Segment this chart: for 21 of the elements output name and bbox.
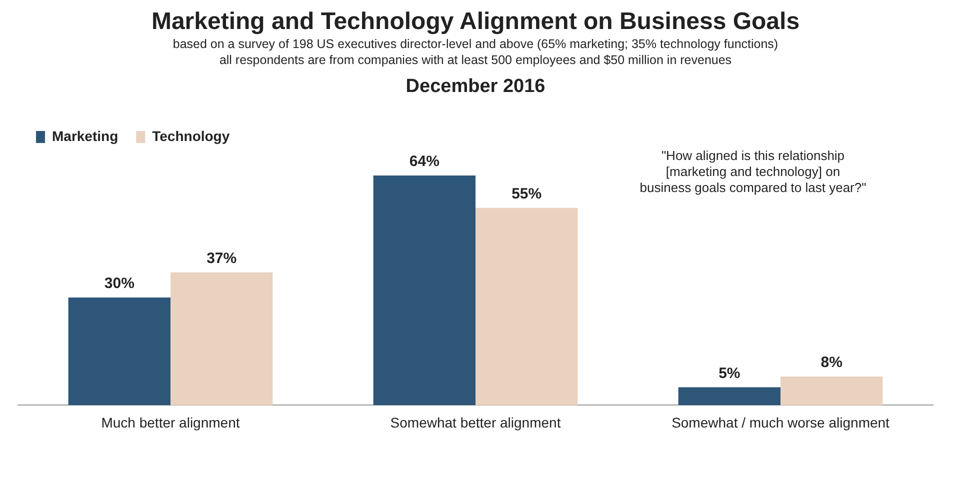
legend-label: Marketing	[52, 128, 118, 144]
data-label: 8%	[820, 354, 842, 372]
x-tick-label: Somewhat / much worse alignment	[672, 414, 890, 430]
bar	[678, 387, 780, 406]
legend-label: Technology	[152, 128, 230, 144]
annotation: "How aligned is this relationship [marketing and technology] on business goals compared to last year?"	[638, 148, 868, 196]
x-tick-label: Much better alignment	[101, 414, 240, 430]
bar	[780, 376, 883, 406]
data-label: 30%	[104, 275, 134, 292]
data-label: 64%	[409, 153, 440, 170]
text: December 2016	[404, 76, 546, 98]
bar	[476, 208, 578, 406]
chart-subtitle: based on a survey of 198 US executives director-level and above (65% marketing; 35% technology functions) all respondents are from companies with at least 500 employees and $50 million in revenues	[172, 36, 780, 68]
data-label: 55%	[512, 185, 542, 202]
data-label: 5%	[718, 364, 740, 382]
chart-title: Marketing and Technology Alignment on Business Goals	[150, 8, 801, 36]
x-tick-label: Somewhat better alignment	[390, 414, 561, 430]
bar	[68, 298, 170, 406]
bar	[170, 272, 273, 406]
data-label: 37%	[206, 250, 237, 268]
bar	[373, 176, 476, 406]
